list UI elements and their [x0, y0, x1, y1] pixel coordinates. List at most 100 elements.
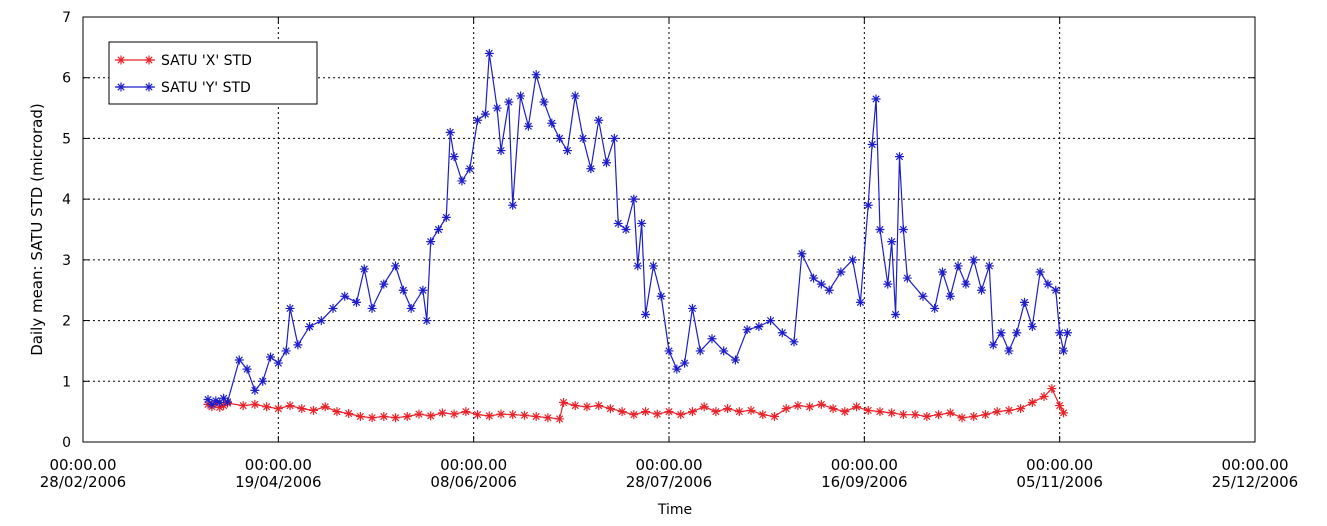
data-point	[699, 402, 709, 412]
data-point	[809, 273, 819, 283]
data-point	[570, 91, 580, 101]
legend-marker	[116, 82, 126, 92]
data-point	[570, 401, 580, 411]
data-point	[531, 412, 541, 421]
data-point	[723, 404, 733, 414]
x-tick-date-label: 05/11/2006	[1016, 473, 1102, 491]
data-point	[613, 218, 623, 228]
data-point	[473, 410, 483, 420]
data-point	[1027, 322, 1037, 332]
data-point	[719, 346, 729, 356]
data-point	[969, 412, 979, 421]
data-point	[930, 303, 940, 313]
data-point	[285, 303, 295, 313]
data-point	[937, 267, 947, 277]
data-point	[531, 70, 541, 80]
data-point	[359, 264, 369, 274]
data-point	[273, 404, 283, 414]
data-point	[758, 410, 768, 420]
data-point	[1055, 328, 1065, 338]
data-point	[418, 285, 428, 295]
legend-marker	[144, 82, 154, 92]
data-point	[816, 279, 826, 289]
data-point	[766, 316, 776, 326]
y-axis-label: Daily mean: SATU STD (microrad)	[28, 103, 46, 356]
data-point	[769, 412, 779, 421]
x-tick-date-label: 08/06/2006	[430, 473, 516, 491]
data-point	[508, 410, 518, 420]
data-point	[687, 303, 697, 313]
data-point	[586, 164, 596, 174]
data-point	[516, 91, 526, 101]
data-point	[422, 316, 432, 326]
data-point	[293, 340, 303, 350]
data-point	[609, 133, 619, 143]
data-point	[492, 103, 502, 113]
data-point	[746, 405, 756, 415]
data-point	[1047, 384, 1057, 394]
data-point	[836, 267, 846, 277]
data-point	[824, 285, 834, 295]
data-point	[281, 346, 291, 356]
data-point	[441, 212, 451, 222]
data-point	[461, 407, 471, 417]
data-point	[543, 413, 553, 423]
legend-entry: SATU 'X' STD	[115, 53, 252, 69]
data-point	[918, 291, 928, 301]
data-point	[945, 291, 955, 301]
data-point	[934, 410, 944, 420]
series-layer	[203, 48, 1072, 424]
data-point	[391, 261, 401, 271]
data-point	[742, 325, 752, 335]
data-point	[629, 410, 639, 420]
data-point	[1020, 297, 1030, 307]
x-axis-ticks: 00:00.0028/02/200600:00.0019/04/200600:0…	[40, 17, 1298, 491]
data-point	[848, 255, 858, 265]
data-point	[379, 412, 389, 421]
data-point	[816, 399, 826, 409]
data-point	[434, 225, 444, 234]
data-point	[871, 94, 881, 104]
data-point	[887, 237, 897, 247]
data-point	[711, 407, 721, 417]
data-point	[223, 397, 233, 407]
data-point	[305, 322, 315, 332]
data-point	[969, 255, 979, 265]
series-line	[207, 53, 1069, 406]
data-point	[1062, 328, 1072, 338]
data-point	[555, 414, 565, 424]
data-point	[867, 140, 877, 149]
x-tick-date-label: 25/12/2006	[1212, 473, 1298, 491]
x-tick-time-label: 00:00.00	[831, 456, 898, 474]
legend-label: SATU 'Y' STD	[161, 80, 251, 96]
data-point	[977, 285, 987, 295]
data-point	[793, 401, 803, 411]
data-point	[473, 115, 483, 125]
data-point	[504, 97, 514, 107]
data-point	[406, 303, 416, 313]
y-tick-label: 5	[62, 131, 71, 147]
data-point	[1055, 401, 1065, 411]
data-point	[1004, 346, 1014, 356]
data-point	[605, 404, 615, 414]
data-point	[621, 225, 631, 234]
data-point	[367, 413, 377, 423]
data-point	[559, 398, 569, 408]
data-point	[258, 376, 268, 386]
data-point	[781, 404, 791, 414]
x-tick-time-label: 00:00.00	[245, 456, 312, 474]
data-point	[957, 413, 967, 423]
data-point	[484, 48, 494, 58]
data-point	[582, 402, 592, 412]
data-point	[730, 355, 740, 365]
data-point	[656, 291, 666, 301]
x-tick-time-label: 00:00.00	[49, 456, 116, 474]
data-point	[680, 358, 690, 368]
data-point	[449, 152, 459, 162]
data-point	[641, 310, 651, 319]
data-point	[898, 410, 908, 420]
data-point	[652, 409, 662, 419]
grid-lines	[83, 17, 1255, 442]
data-point	[664, 407, 674, 417]
